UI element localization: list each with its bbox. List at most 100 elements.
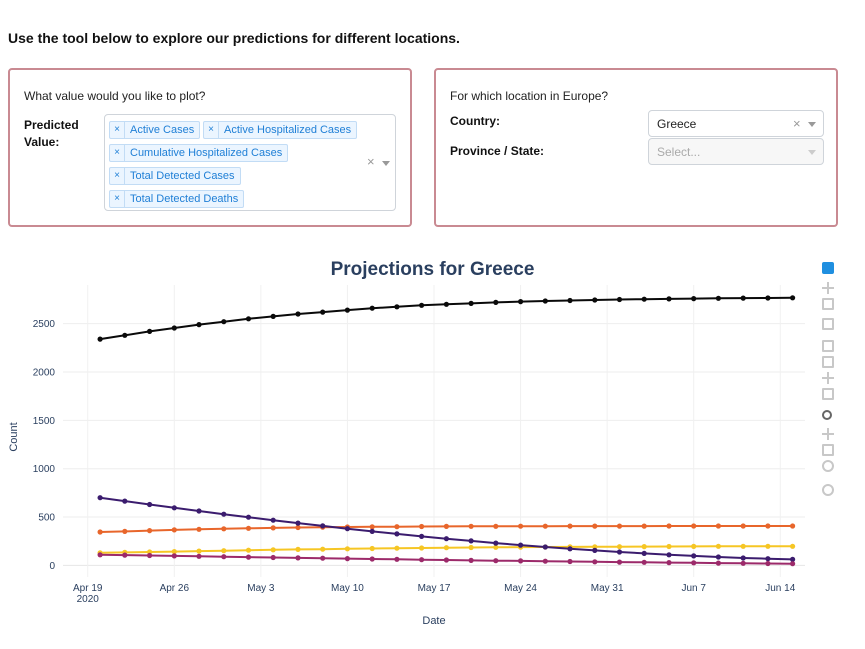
data-point — [616, 559, 623, 565]
zoom-out-box-icon[interactable] — [822, 356, 834, 368]
data-point — [147, 552, 153, 559]
remove-tag-icon[interactable]: × — [110, 191, 125, 207]
data-point — [171, 527, 177, 533]
chevron-down-icon[interactable] — [808, 122, 816, 127]
location-card: For which location in Europe? Country: P… — [434, 68, 838, 227]
predicted-value-multiselect[interactable]: × Active Cases × Active Hospitalized Cas… — [104, 114, 396, 211]
lasso-icon[interactable] — [822, 460, 834, 472]
data-point — [740, 560, 746, 566]
clear-values-icon[interactable]: × — [367, 154, 375, 169]
x-axis-title: Date — [422, 615, 445, 627]
location-question: For which location in Europe? — [450, 89, 609, 103]
data-point — [122, 332, 128, 338]
data-point — [419, 533, 425, 540]
chevron-down-icon[interactable] — [382, 161, 390, 166]
data-point — [468, 523, 474, 529]
home-icon[interactable] — [822, 388, 834, 400]
data-point — [97, 336, 103, 342]
data-point — [790, 295, 796, 301]
data-point — [641, 523, 647, 529]
data-point — [270, 313, 276, 319]
camera-icon[interactable] — [822, 484, 834, 496]
data-point — [369, 528, 375, 535]
clear-country-icon[interactable]: × — [793, 116, 801, 131]
y-tick-label: 1000 — [33, 464, 56, 475]
pan-icon[interactable] — [822, 428, 834, 440]
data-point — [468, 544, 474, 551]
data-point — [666, 552, 672, 558]
zoom-icon[interactable] — [822, 410, 832, 420]
reset-axes-icon[interactable] — [822, 372, 834, 384]
chevron-down-icon[interactable] — [808, 150, 816, 155]
data-point — [715, 554, 722, 560]
data-point — [715, 543, 722, 549]
data-point — [592, 544, 598, 550]
data-point — [245, 547, 252, 553]
data-point — [567, 558, 573, 565]
data-point — [715, 295, 722, 301]
data-point — [171, 505, 177, 511]
x-tick-label: May 31 — [591, 583, 624, 594]
remove-tag-icon[interactable]: × — [110, 145, 125, 161]
pan-axis-icon[interactable] — [822, 282, 834, 294]
data-point — [765, 543, 771, 549]
data-point — [295, 546, 301, 553]
data-point — [270, 554, 276, 561]
data-point — [790, 561, 796, 567]
plotly-logo-icon[interactable] — [822, 262, 834, 274]
data-point — [122, 498, 128, 504]
data-point — [493, 299, 499, 305]
data-point — [344, 307, 350, 313]
data-point — [542, 523, 548, 529]
data-point — [765, 523, 771, 529]
data-point — [691, 553, 697, 559]
x-tick-label: 2020 — [77, 594, 100, 605]
compare-hover-icon[interactable] — [822, 318, 834, 330]
remove-tag-icon[interactable]: × — [204, 122, 219, 138]
data-point — [740, 523, 746, 529]
data-point — [765, 295, 771, 301]
data-point — [691, 543, 697, 550]
data-point — [468, 557, 474, 564]
data-point — [790, 523, 796, 529]
data-point — [715, 523, 722, 529]
data-point — [493, 523, 499, 529]
autoscale-icon[interactable] — [822, 340, 834, 352]
data-point — [245, 525, 252, 531]
data-point — [468, 300, 474, 306]
data-point — [740, 543, 746, 549]
data-point — [245, 514, 252, 520]
data-point — [245, 316, 252, 322]
data-point — [295, 555, 301, 561]
data-point — [97, 552, 103, 558]
box-select-icon[interactable] — [822, 444, 834, 456]
data-point — [542, 544, 548, 550]
tag-icon[interactable] — [822, 298, 834, 310]
value-tag-total-detected-cases: × Total Detected Cases — [109, 167, 241, 185]
data-point — [320, 309, 326, 315]
data-point — [641, 544, 647, 550]
data-point — [419, 545, 425, 551]
data-point — [171, 549, 177, 555]
data-point — [122, 552, 128, 558]
data-point — [493, 544, 499, 550]
country-dropdown[interactable]: Greece × — [648, 110, 824, 137]
value-question: What value would you like to plot? — [24, 89, 206, 103]
value-tag-active-hospitalized-cases: × Active Hospitalized Cases — [203, 121, 358, 139]
data-point — [196, 548, 202, 554]
data-point — [394, 531, 400, 537]
data-point — [122, 528, 128, 535]
y-tick-label: 2500 — [33, 319, 56, 330]
data-point — [740, 555, 746, 561]
data-point — [394, 304, 400, 310]
province-label: Province / State: — [450, 144, 545, 158]
remove-tag-icon[interactable]: × — [110, 122, 125, 138]
province-dropdown[interactable]: Select... — [648, 138, 824, 165]
remove-tag-icon[interactable]: × — [110, 168, 125, 184]
data-point — [567, 546, 573, 552]
data-point — [518, 523, 524, 529]
data-point — [493, 558, 499, 564]
data-point — [616, 523, 623, 529]
data-point — [221, 319, 227, 325]
